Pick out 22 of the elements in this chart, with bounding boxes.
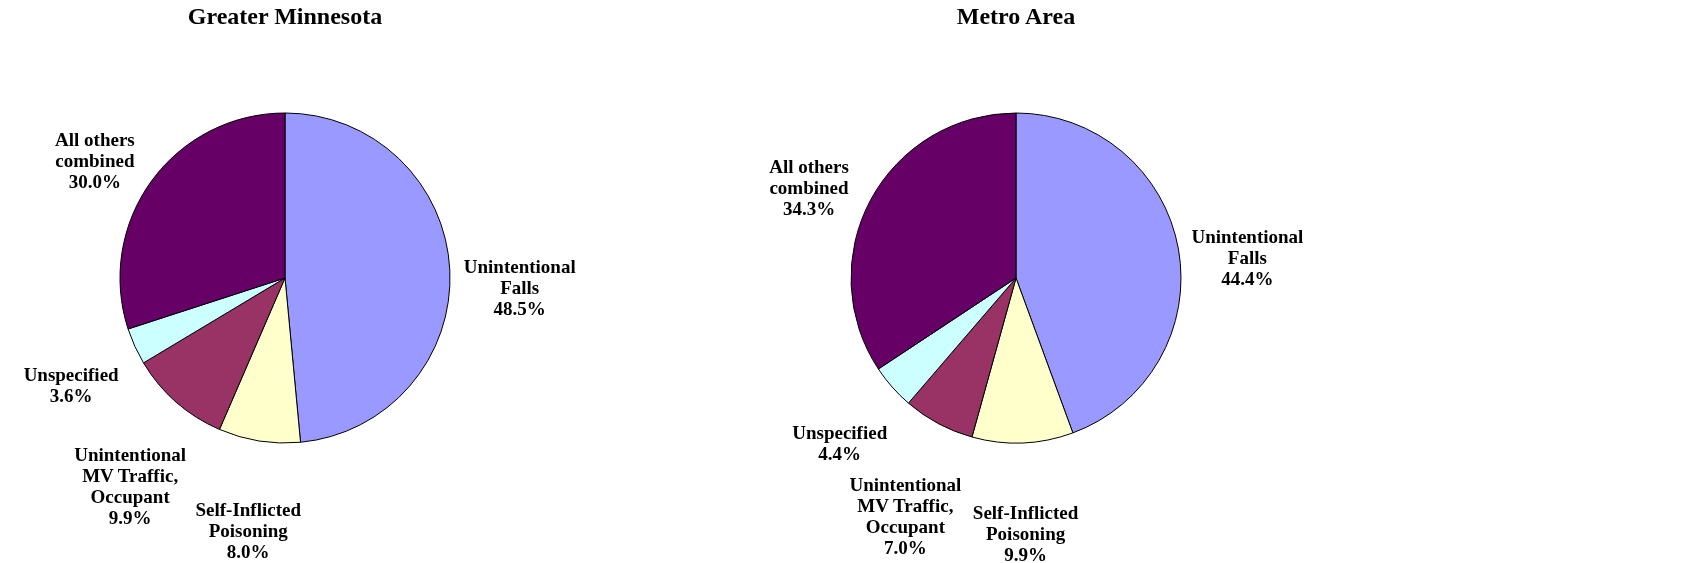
data-label: 4.4% xyxy=(818,443,862,465)
data-label: 8.0% xyxy=(226,541,270,563)
data-label: 7.0% xyxy=(884,537,927,559)
data-label: 44.4% xyxy=(1221,267,1274,289)
chart-title: Metro Area xyxy=(956,3,1076,29)
slice-label: Self-Inflicted Poisoning xyxy=(195,499,302,542)
data-label: 9.9% xyxy=(108,506,152,528)
slice-label: Unintentional Falls xyxy=(1191,225,1304,268)
data-label: 34.3% xyxy=(782,197,836,219)
slice-label: All others combined xyxy=(769,155,850,198)
slice-label: Unspecified xyxy=(792,422,888,444)
data-label: 48.5% xyxy=(493,297,546,319)
slice-label: Unintentional MV Traffic, Occupant xyxy=(74,443,187,507)
data-label: 9.9% xyxy=(1004,543,1047,563)
slice-label: All others combined xyxy=(55,128,135,171)
slice-label: Unintentional MV Traffic, Occupant xyxy=(849,474,962,538)
slice-label: Unspecified xyxy=(23,364,120,386)
data-label: 30.0% xyxy=(68,170,122,192)
slice-label: Unintentional Falls xyxy=(463,255,576,298)
chart-title: Greater Minnesota xyxy=(187,3,383,29)
data-label: 3.6% xyxy=(49,385,93,407)
slice-label: Self-Inflicted Poisoning xyxy=(972,501,1079,544)
